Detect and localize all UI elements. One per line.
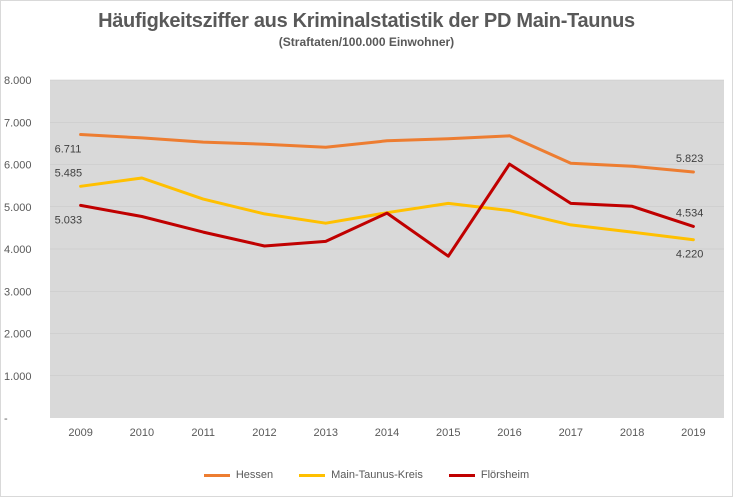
data-label: 5.033 xyxy=(55,214,83,226)
series-line-hessen xyxy=(79,133,695,174)
y-tick-label: 1.000 xyxy=(4,371,32,383)
y-tick-label: 2.000 xyxy=(4,329,32,341)
x-tick-label: 2016 xyxy=(497,427,521,439)
y-tick-label: 8.000 xyxy=(4,75,32,87)
series-line-fl-rsheim xyxy=(79,162,695,258)
data-labels: 6.711 5.823 5.485 4.220 5.033 4.534 xyxy=(55,143,704,260)
x-tick-label: 2018 xyxy=(620,427,644,439)
x-tick-label: 2009 xyxy=(68,427,92,439)
series-lines xyxy=(79,133,695,258)
y-tick-label: - xyxy=(4,413,8,425)
legend: Hessen Main-Taunus-Kreis Flörsheim xyxy=(0,469,733,481)
x-tick-label: 2019 xyxy=(681,427,705,439)
x-tick-label: 2011 xyxy=(191,427,215,439)
y-tick-label: 6.000 xyxy=(4,160,32,172)
legend-swatch xyxy=(203,473,230,477)
y-tick-label: 5.000 xyxy=(4,202,32,214)
data-label: 4.220 xyxy=(676,249,704,261)
x-tick-label: 2013 xyxy=(313,427,337,439)
data-label: 4.534 xyxy=(676,207,704,219)
chart-title: Häufigkeitsziffer aus Kriminalstatistik … xyxy=(98,10,635,32)
data-label: 6.711 xyxy=(55,143,82,155)
y-tick-label: 4.000 xyxy=(4,244,32,256)
y-tick-label: 7.000 xyxy=(4,117,32,129)
x-axis-ticks: 2009 2010 2011 2012 2013 2014 2015 2016 2017 2018… xyxy=(68,427,705,439)
x-tick-label: 2014 xyxy=(375,427,399,439)
y-tick-label: 3.000 xyxy=(4,286,32,298)
x-tick-label: 2017 xyxy=(559,427,583,439)
legend-item: Main-Taunus-Kreis xyxy=(299,469,423,481)
legend-label: Flörsheim xyxy=(480,469,530,481)
legend-swatch xyxy=(448,473,475,477)
legend-item: Flörsheim xyxy=(448,469,530,481)
x-tick-label: 2012 xyxy=(252,427,276,439)
x-tick-label: 2015 xyxy=(436,427,460,439)
chart-subtitle: (Straftaten/100.000 Einwohner) xyxy=(278,35,455,49)
legend-swatch xyxy=(299,473,326,477)
data-label: 5.823 xyxy=(676,153,704,165)
y-axis-ticks: - 1.000 2.000 3.000 4.000 5.000 6.000 7.000 8.00… xyxy=(4,75,32,425)
legend-label: Main-Taunus-Kreis xyxy=(331,469,423,481)
legend-item: Hessen xyxy=(203,469,274,481)
data-label: 5.485 xyxy=(55,167,83,179)
legend-label: Hessen xyxy=(235,469,274,481)
x-tick-label: 2010 xyxy=(130,427,154,439)
